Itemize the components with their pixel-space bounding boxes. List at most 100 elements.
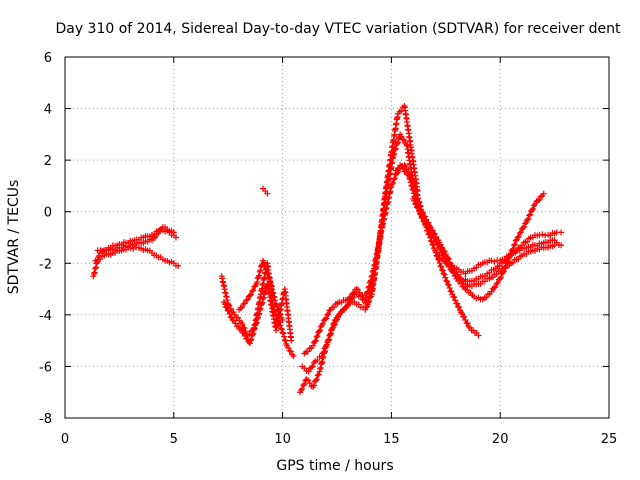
data-point [527,211,534,218]
data-point [488,288,495,295]
data-point [252,320,259,327]
data-point [353,286,360,293]
data-point [240,301,247,308]
data-point [318,353,325,360]
data-point [537,193,544,200]
data-point [254,275,261,282]
data-point [521,223,528,230]
data-point [444,278,451,285]
data-point [313,376,320,383]
x-tick-label: 15 [383,432,400,447]
data-point [92,265,99,272]
data-point [483,294,490,301]
data-point [316,328,323,335]
data-point [314,357,321,364]
data-point [152,234,159,241]
data-point [329,324,336,331]
x-axis-label: GPS time / hours [276,458,393,474]
data-point [452,297,459,304]
data-point [513,247,520,254]
x-tick-label: 0 [61,432,69,447]
data-point [367,278,374,285]
data-point [155,230,162,237]
data-point [331,319,338,326]
data-point [328,326,335,333]
data-point [414,192,421,199]
y-tick-label: 4 [44,103,52,118]
data-point [247,337,254,344]
data-point [312,337,319,344]
data-point [274,303,281,310]
data-point [249,331,256,338]
data-point [91,269,98,276]
data-point [241,325,248,332]
data-point [451,294,458,301]
data-point [401,162,408,169]
data-point [330,304,337,311]
data-point [261,262,268,269]
data-point [311,338,318,345]
data-point [390,151,397,158]
data-point [240,330,247,337]
data-point [326,332,333,339]
data-point [260,294,267,301]
data-point [278,326,285,333]
data-point [558,242,565,249]
data-point [436,241,443,248]
data-point [257,267,264,274]
data-point [394,139,401,146]
data-point [438,245,445,252]
y-tick-label: -6 [39,360,52,375]
data-point [327,331,334,338]
data-point [257,305,264,312]
data-point [439,267,446,274]
data-point [529,206,536,213]
data-point [346,299,353,306]
data-point [298,387,305,394]
y-tick-label: -2 [39,257,52,272]
data-point [347,293,354,300]
data-point [248,291,255,298]
data-point [324,312,331,319]
y-tick-label: -4 [39,309,52,324]
grid-lines [65,57,609,418]
data-point [411,197,418,204]
data-point [319,350,326,357]
data-point [251,325,258,332]
data-point [260,259,267,266]
data-point [456,304,463,311]
data-point [255,273,262,280]
data-point [407,172,414,179]
data-point [277,311,284,318]
data-point [369,272,376,279]
data-point [225,307,232,314]
data-point [310,382,317,389]
data-point [496,262,503,269]
data-point [350,290,357,297]
data-point [312,377,319,384]
data-point [250,330,257,337]
axis-ticks [64,56,610,419]
data-point [391,175,398,182]
data-point [254,315,261,322]
data-point [391,150,398,157]
data-point [278,325,285,332]
data-point [411,181,418,188]
data-point [398,133,405,140]
data-point [428,227,435,234]
y-tick-label: 2 [44,154,52,169]
data-point [364,288,371,295]
data-point [511,241,518,248]
data-point [490,284,497,291]
data-point [436,260,443,267]
data-point [461,314,468,321]
data-point [304,348,311,355]
data-point [322,316,329,323]
y-tick-labels: -8 -6 -4 -2 0 2 4 6 [39,51,52,427]
data-point [516,230,523,237]
data-point [503,257,510,264]
y-tick-label: 6 [44,51,52,66]
data-point [172,234,179,241]
data-point [413,191,420,198]
data-point [241,300,248,307]
